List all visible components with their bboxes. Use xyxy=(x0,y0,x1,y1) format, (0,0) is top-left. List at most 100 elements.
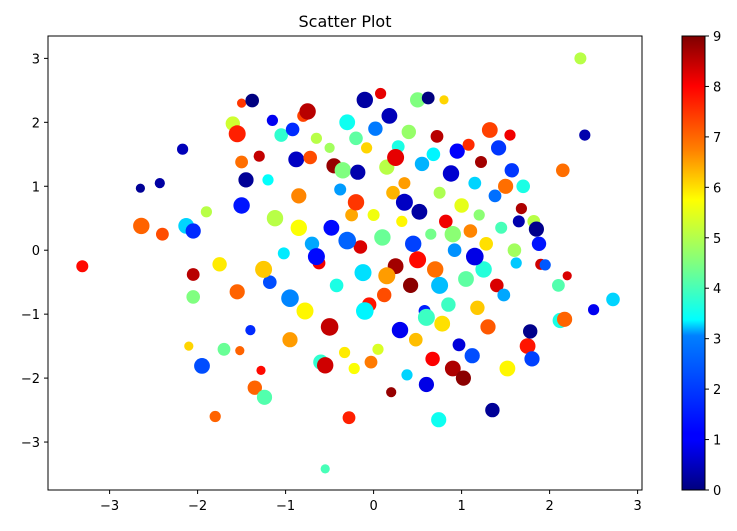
scatter-point xyxy=(439,95,449,105)
scatter-point xyxy=(317,357,334,374)
scatter-point xyxy=(304,236,320,251)
scatter-point xyxy=(345,208,358,222)
scatter-point xyxy=(524,351,540,367)
scatter-point xyxy=(381,108,398,124)
scatter-point xyxy=(552,279,565,292)
x-tick-label: 0 xyxy=(369,499,377,514)
scatter-point xyxy=(288,151,305,168)
scatter-point xyxy=(350,164,366,180)
scatter-point xyxy=(579,129,591,141)
y-tick-label: 2 xyxy=(32,116,40,131)
colorbar-tick-label: 4 xyxy=(713,282,721,297)
scatter-point xyxy=(339,114,356,131)
y-tick-label: −1 xyxy=(21,308,40,323)
scatter-point xyxy=(425,228,437,240)
scatter-point xyxy=(154,178,165,189)
scatter-point xyxy=(515,203,528,215)
scatter-point xyxy=(282,332,298,348)
scatter-point xyxy=(528,221,545,237)
scatter-point xyxy=(418,376,434,393)
scatter-point xyxy=(334,162,351,179)
scatter-point xyxy=(263,275,277,290)
scatter-point xyxy=(229,284,245,300)
scatter-point xyxy=(516,179,530,194)
scatter-point xyxy=(228,125,246,143)
colorbar-tick-label: 6 xyxy=(713,181,721,196)
scatter-points xyxy=(76,52,620,474)
scatter-point xyxy=(462,138,475,151)
scatter-point xyxy=(427,261,444,278)
scatter-point xyxy=(391,321,409,339)
scatter-point xyxy=(417,308,435,326)
scatter-point xyxy=(177,143,189,155)
scatter-point xyxy=(245,93,259,108)
scatter-point xyxy=(405,235,422,252)
scatter-point xyxy=(444,226,461,243)
scatter-point xyxy=(481,122,498,138)
scatter-point xyxy=(463,224,478,238)
scatter-point xyxy=(470,300,485,315)
scatter-point xyxy=(329,278,344,293)
scatter-point xyxy=(233,197,250,214)
scatter-point xyxy=(310,132,322,144)
scatter-point xyxy=(531,236,547,251)
colorbar-tick-label: 0 xyxy=(713,484,721,499)
chart-title: Scatter Plot xyxy=(299,12,392,31)
scatter-point xyxy=(498,178,514,194)
scatter-point xyxy=(372,343,384,355)
scatter-point xyxy=(339,346,351,359)
scatter-point xyxy=(466,247,484,266)
scatter-point xyxy=(307,248,325,266)
scatter-point xyxy=(361,142,373,154)
scatter-point xyxy=(324,142,335,153)
scatter-point xyxy=(237,98,247,108)
scatter-point xyxy=(349,131,363,146)
scatter-point xyxy=(519,338,536,354)
scatter-point xyxy=(386,185,400,200)
scatter-point xyxy=(245,325,256,336)
scatter-point xyxy=(396,215,408,227)
scatter-point xyxy=(431,412,447,428)
scatter-point xyxy=(266,210,284,227)
scatter-point xyxy=(374,229,391,246)
scatter-point xyxy=(364,355,378,369)
colorbar-tick-label: 8 xyxy=(713,80,721,95)
scatter-point xyxy=(274,128,289,142)
scatter-point xyxy=(212,257,227,272)
scatter-point xyxy=(475,156,487,168)
colorbar-tick-label: 9 xyxy=(713,30,721,45)
scatter-point xyxy=(433,186,446,199)
scatter-point xyxy=(253,150,265,162)
scatter-point xyxy=(334,183,347,196)
scatter-point xyxy=(421,91,435,105)
scatter-point xyxy=(452,338,466,352)
x-tick-label: −3 xyxy=(100,499,119,514)
scatter-point xyxy=(323,219,340,236)
scatter-point xyxy=(367,209,380,221)
scatter-point xyxy=(454,198,469,213)
scatter-point xyxy=(348,362,360,375)
scatter-point xyxy=(135,183,145,193)
scatter-point xyxy=(156,227,169,241)
scatter-point xyxy=(488,189,502,203)
scatter-point xyxy=(507,243,522,257)
plot-area-frame xyxy=(47,35,643,491)
scatter-point xyxy=(411,203,428,220)
y-tick-label: 1 xyxy=(32,180,40,195)
scatter-point xyxy=(386,387,397,398)
y-tick-label: −3 xyxy=(21,436,40,451)
x-tick-label: 2 xyxy=(545,499,553,514)
scatter-point xyxy=(354,264,372,282)
scatter-point xyxy=(504,129,516,141)
scatter-point xyxy=(539,259,551,271)
scatter-point xyxy=(303,150,318,165)
scatter-point xyxy=(378,267,396,285)
scatter-point xyxy=(347,194,365,211)
scatter-point xyxy=(256,389,273,405)
y-tick-label: 0 xyxy=(32,244,40,259)
scatter-point xyxy=(238,172,254,188)
scatter-point xyxy=(368,121,383,136)
scatter-point xyxy=(185,223,201,239)
scatter-point xyxy=(184,341,194,351)
